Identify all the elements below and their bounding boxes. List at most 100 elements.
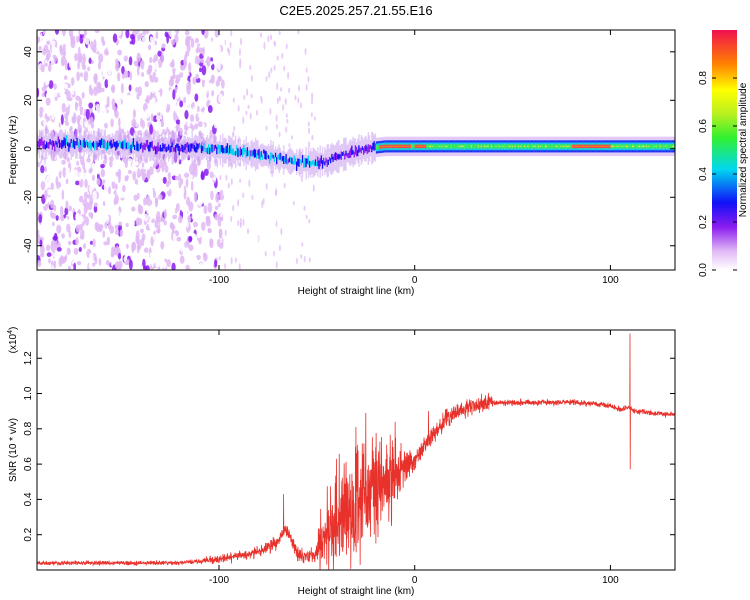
band-core: [50, 141, 52, 146]
band-core: [175, 145, 177, 153]
band-core: [361, 146, 364, 151]
noise-mark: [176, 88, 180, 100]
noise-mark: [287, 71, 290, 80]
band-inner-light: [638, 145, 641, 147]
noise-mark: [88, 200, 93, 211]
noise-mark: [280, 87, 283, 92]
noise-mark: [300, 254, 303, 259]
noise-mark: [274, 190, 277, 196]
band-core: [86, 141, 89, 148]
noise-mark: [260, 115, 263, 121]
noise-mark: [67, 240, 72, 246]
band-core: [368, 145, 371, 153]
noise-mark: [47, 120, 51, 130]
band-inner-light: [566, 145, 568, 147]
noise-mark: [106, 236, 111, 246]
band-core: [41, 137, 43, 146]
band-inner: [539, 144, 541, 149]
noise-mark: [211, 89, 215, 97]
noise-mark: [157, 50, 162, 57]
noise-mark: [54, 239, 58, 251]
noise-mark: [68, 57, 74, 69]
noise-mark: [141, 162, 145, 168]
noise-mark: [169, 163, 175, 175]
band-core: [163, 144, 165, 149]
band-inner: [513, 144, 515, 149]
spectrogram-y-tick-label: 40: [23, 46, 34, 58]
noise-mark: [285, 43, 288, 50]
band-core: [230, 144, 232, 154]
noise-mark: [75, 180, 80, 186]
band-inner: [570, 144, 573, 149]
noise-mark: [89, 167, 92, 174]
noise-mark: [44, 62, 48, 67]
noise-mark: [145, 47, 149, 57]
noise-mark: [179, 265, 183, 270]
band-halo: [186, 136, 189, 160]
noise-mark: [71, 89, 75, 96]
noise-mark: [152, 163, 157, 169]
noise-mark: [102, 200, 106, 207]
noise-mark: [294, 95, 297, 101]
noise-mark: [281, 210, 284, 215]
noise-mark: [199, 98, 204, 109]
band-core: [133, 145, 136, 150]
colorbar-tick-label: 0.0: [698, 263, 709, 277]
band-peak-center: [381, 146, 384, 148]
band-halo: [171, 130, 173, 165]
noise-mark: [194, 256, 198, 268]
band-core: [110, 139, 112, 149]
noise-mark: [87, 43, 91, 52]
noise-mark: [148, 81, 153, 92]
colorbar: 0.0 0.2 0.4 0.6 0.8 Normalized spectral ampl…: [698, 30, 749, 277]
band-inner-light: [514, 145, 516, 147]
noise-mark: [196, 231, 202, 239]
noise-mark: [79, 33, 84, 39]
band-inner-light: [643, 145, 645, 147]
noise-mark: [220, 248, 223, 256]
noise-mark: [220, 216, 223, 222]
band-core: [109, 141, 111, 146]
band-inner-light: [563, 145, 566, 147]
noise-mark: [88, 102, 94, 109]
noise-mark: [237, 220, 240, 226]
noise-mark: [101, 36, 105, 43]
band-inner-light: [568, 145, 570, 147]
band-core: [313, 161, 316, 167]
band-core: [82, 140, 84, 147]
band-core: [103, 139, 105, 149]
noise-mark: [41, 92, 45, 97]
band-core: [204, 147, 206, 153]
noise-mark: [185, 178, 189, 188]
noise-mark: [308, 218, 311, 224]
band-halo: [150, 134, 152, 161]
noise-mark: [120, 83, 124, 94]
noise-mark: [248, 179, 251, 188]
band-peak-center: [389, 145, 392, 147]
noise-mark: [75, 224, 81, 233]
band-core: [95, 140, 97, 149]
band-core: [346, 153, 348, 158]
noise-mark: [160, 109, 163, 120]
noise-mark: [230, 30, 233, 37]
noise-mark: [104, 195, 109, 206]
noise-mark: [79, 30, 85, 35]
band-halo: [145, 133, 148, 161]
band-inner-light: [567, 145, 569, 147]
noise-mark: [171, 262, 176, 270]
noise-mark: [112, 33, 118, 43]
noise-mark: [177, 215, 183, 224]
band-inner-light: [520, 145, 522, 147]
noise-mark: [183, 96, 187, 104]
band-peak-center: [584, 145, 587, 147]
band-inner-light: [533, 145, 535, 147]
noise-mark: [97, 61, 102, 70]
noise-mark: [48, 258, 51, 264]
noise-mark: [197, 216, 201, 226]
noise-mark: [246, 82, 249, 88]
noise-mark: [192, 106, 196, 113]
noise-mark: [125, 184, 130, 193]
noise-mark: [108, 171, 114, 179]
band-core: [280, 154, 283, 162]
noise-mark: [107, 66, 112, 76]
